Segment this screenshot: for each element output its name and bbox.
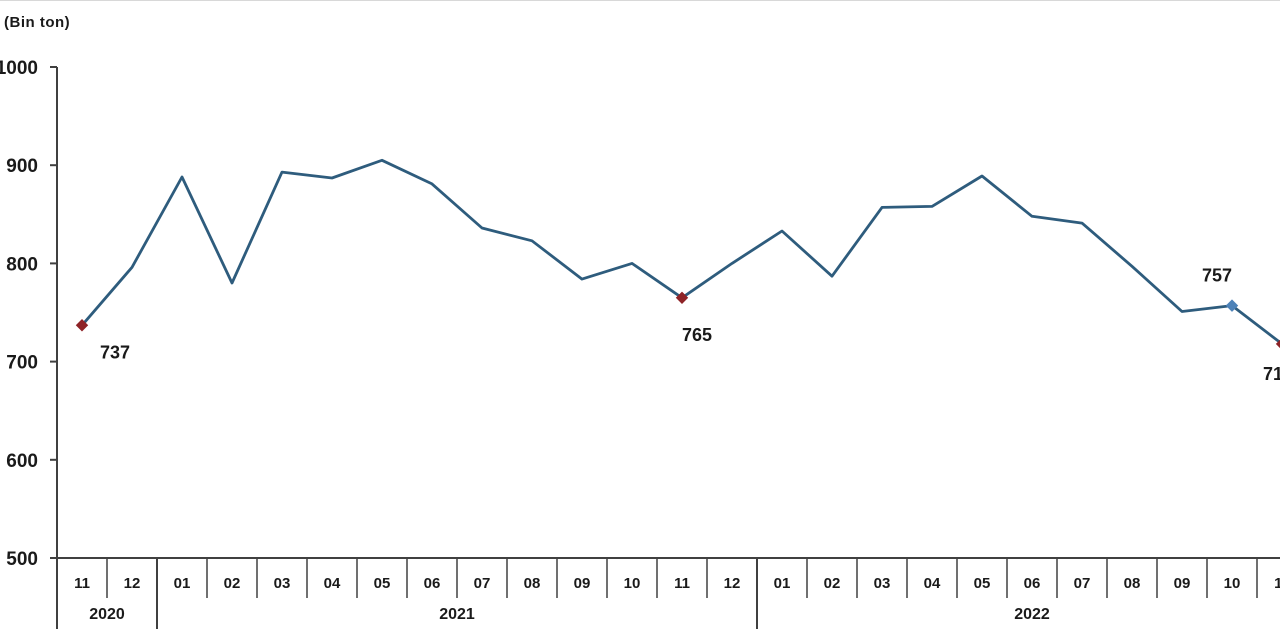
month-label: 02	[824, 575, 841, 592]
month-label: 09	[1174, 575, 1191, 592]
data-label: 757	[1202, 266, 1232, 286]
y-tick-label: 700	[6, 353, 38, 374]
month-label: 11	[1274, 575, 1280, 592]
month-label: 08	[524, 575, 541, 592]
month-label: 07	[474, 575, 491, 592]
year-label: 2020	[89, 606, 125, 623]
month-label: 01	[774, 575, 791, 592]
series-line	[82, 160, 1280, 344]
data-label: 718	[1263, 364, 1280, 384]
month-label: 12	[124, 575, 141, 592]
year-label: 2022	[1014, 606, 1050, 623]
y-tick-label: 1000	[0, 58, 38, 79]
month-label: 11	[74, 575, 90, 592]
month-label: 10	[1224, 575, 1241, 592]
month-label: 10	[624, 575, 641, 592]
data-label: 737	[100, 342, 130, 362]
y-tick-label: 900	[6, 156, 38, 177]
month-label: 06	[1024, 575, 1041, 592]
month-label: 05	[974, 575, 991, 592]
y-tick-label: 500	[6, 549, 38, 570]
month-label: 07	[1074, 575, 1091, 592]
month-label: 06	[424, 575, 441, 592]
month-label: 03	[274, 575, 291, 592]
month-label: 12	[724, 575, 741, 592]
month-label: 05	[374, 575, 391, 592]
month-label: 08	[1124, 575, 1141, 592]
month-label: 04	[924, 575, 941, 592]
month-label: 01	[174, 575, 191, 592]
y-tick-label: 800	[6, 254, 38, 275]
data-label: 765	[682, 325, 712, 345]
month-label: 02	[224, 575, 241, 592]
month-label: 04	[324, 575, 341, 592]
year-label: 2021	[439, 606, 475, 623]
month-label: 03	[874, 575, 891, 592]
month-label: 11	[674, 575, 690, 592]
y-tick-label: 600	[6, 451, 38, 472]
month-label: 09	[574, 575, 591, 592]
